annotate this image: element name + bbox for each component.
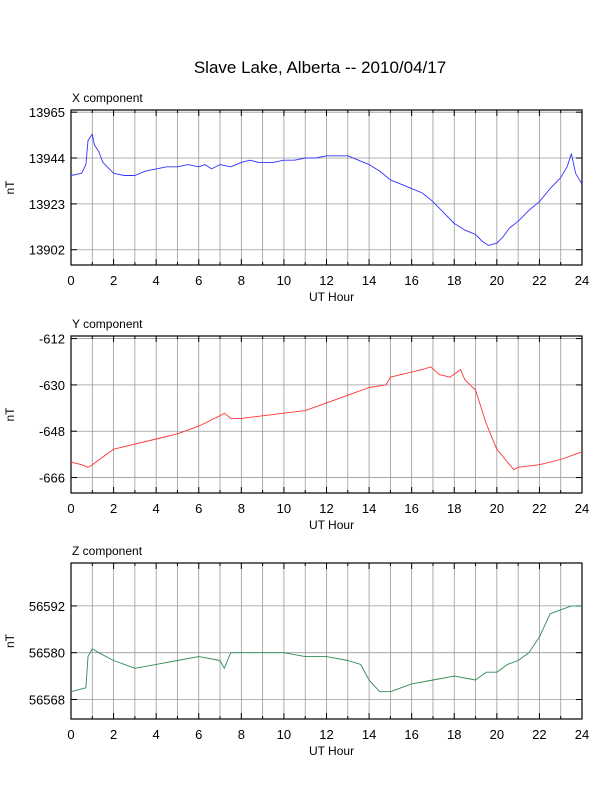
y-tick-label: -666 — [39, 471, 65, 486]
x-tick-label: 12 — [319, 273, 333, 288]
x-tick-label: 18 — [447, 273, 461, 288]
x-tick-label: 14 — [362, 501, 376, 516]
x-tick-label: 6 — [195, 501, 202, 516]
x-tick-label: 8 — [238, 273, 245, 288]
y-tick-label: -648 — [39, 424, 65, 439]
x-tick-label: 6 — [195, 273, 202, 288]
x-tick-label: 0 — [67, 727, 74, 742]
panel-title: X component — [72, 91, 143, 105]
x-tick-label: 16 — [404, 501, 418, 516]
x-tick-label: 20 — [490, 727, 504, 742]
x-tick-label: 16 — [404, 273, 418, 288]
panel-title: Y component — [72, 317, 143, 331]
x-tick-label: 24 — [575, 273, 589, 288]
x-tick-label: 10 — [277, 501, 291, 516]
chart-title: Slave Lake, Alberta -- 2010/04/17 — [193, 58, 447, 77]
y-axis-label: nT — [3, 407, 17, 422]
y-tick-label: 13902 — [29, 243, 65, 258]
x-tick-label: 4 — [153, 727, 160, 742]
x-tick-label: 22 — [532, 727, 546, 742]
x-axis-label: UT Hour — [309, 744, 354, 758]
x-tick-label: 18 — [447, 501, 461, 516]
x-tick-label: 6 — [195, 727, 202, 742]
data-series-line — [70, 366, 583, 471]
x-tick-label: 2 — [110, 501, 117, 516]
x-axis-label: UT Hour — [309, 290, 354, 304]
x-tick-label: 0 — [67, 501, 74, 516]
y-tick-label: 13965 — [29, 105, 65, 120]
x-tick-label: 8 — [238, 727, 245, 742]
x-tick-label: 16 — [404, 727, 418, 742]
x-tick-label: 2 — [110, 727, 117, 742]
x-tick-label: 24 — [575, 501, 589, 516]
data-series-line — [70, 605, 582, 693]
y-axis-label: nT — [3, 633, 17, 648]
y-tick-label: 56592 — [29, 599, 65, 614]
x-tick-label: 24 — [575, 727, 589, 742]
x-tick-label: 12 — [319, 501, 333, 516]
data-series-line — [70, 133, 583, 246]
x-tick-label: 2 — [110, 273, 117, 288]
y-tick-label: 13923 — [29, 197, 65, 212]
x-tick-label: 18 — [447, 727, 461, 742]
y-axis-label: nT — [3, 180, 17, 195]
x-tick-label: 4 — [153, 273, 160, 288]
panel-title: Z component — [72, 544, 143, 558]
x-tick-label: 10 — [277, 273, 291, 288]
x-tick-label: 22 — [532, 273, 546, 288]
x-tick-label: 10 — [277, 727, 291, 742]
x-tick-label: 8 — [238, 501, 245, 516]
y-tick-label: -612 — [39, 332, 65, 347]
x-tick-label: 20 — [490, 273, 504, 288]
y-tick-label: 56568 — [29, 693, 65, 708]
x-tick-label: 22 — [532, 501, 546, 516]
x-tick-label: 20 — [490, 501, 504, 516]
x-tick-label: 14 — [362, 727, 376, 742]
x-axis-label: UT Hour — [309, 518, 354, 532]
x-tick-label: 0 — [67, 273, 74, 288]
y-tick-label: 13944 — [29, 151, 65, 166]
x-tick-label: 14 — [362, 273, 376, 288]
x-tick-label: 4 — [153, 501, 160, 516]
x-tick-label: 12 — [319, 727, 333, 742]
y-tick-label: 56580 — [29, 646, 65, 661]
y-tick-label: -630 — [39, 378, 65, 393]
